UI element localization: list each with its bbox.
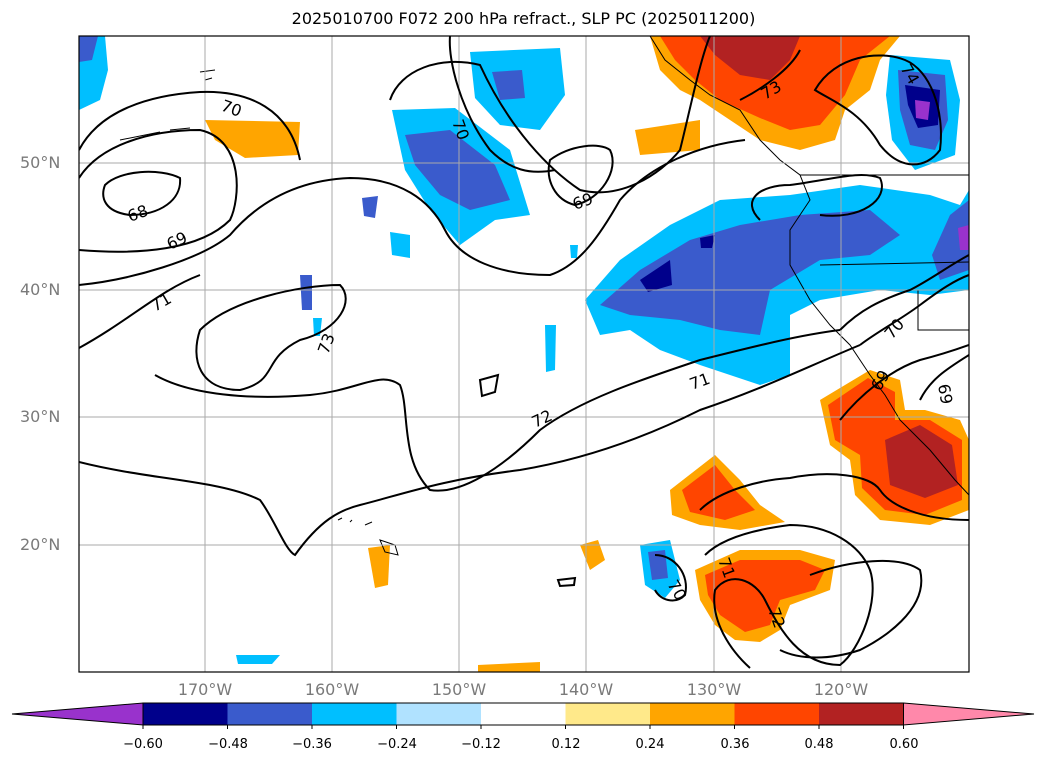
colorbar-segment bbox=[312, 703, 397, 725]
colorbar-tick-label: −0.36 bbox=[292, 737, 332, 752]
lon-label: 170°W bbox=[177, 680, 233, 699]
contour-label: 69 bbox=[934, 382, 956, 405]
slp-contours bbox=[79, 36, 969, 669]
anomaly-shading bbox=[79, 36, 969, 672]
warm-anomaly-ne-core bbox=[700, 36, 800, 80]
lon-label: 150°W bbox=[431, 680, 487, 699]
lon-label: 130°W bbox=[686, 680, 742, 699]
colorbar-extend-low bbox=[11, 702, 144, 726]
colorbar-segment bbox=[819, 703, 904, 725]
lat-label: 30°N bbox=[20, 407, 61, 426]
colorbar-tick-label: −0.60 bbox=[123, 737, 163, 752]
colorbar-segment bbox=[143, 703, 228, 725]
lon-label: 160°W bbox=[304, 680, 360, 699]
colorbar-tick-label: 0.12 bbox=[551, 737, 581, 752]
colorbar-tick-label: 0.24 bbox=[635, 737, 665, 752]
colorbar-tick-label: 0.60 bbox=[889, 737, 919, 752]
colorbar-tick-label: −0.24 bbox=[377, 737, 417, 752]
colorbar-segment bbox=[227, 703, 312, 725]
map-title: 2025010700 F072 200 hPa refract., SLP PC… bbox=[291, 9, 756, 28]
lon-label: 140°W bbox=[558, 680, 614, 699]
coastlines bbox=[119, 36, 969, 556]
lat-label: 20°N bbox=[20, 535, 61, 554]
lat-label: 40°N bbox=[20, 280, 61, 299]
colorbar-tick-label: −0.48 bbox=[208, 737, 248, 752]
colorbar-segment bbox=[650, 703, 735, 725]
colorbar-extend-high bbox=[903, 702, 1035, 726]
lon-label: 120°W bbox=[813, 680, 869, 699]
colorbar-segment bbox=[565, 703, 650, 725]
map-area: 70 70 68 69 69 71 73 72 71 73 74 70 69 6… bbox=[79, 36, 969, 672]
colorbar-segment bbox=[396, 703, 481, 725]
warm-anomaly-ne-inner bbox=[660, 36, 890, 130]
colorbar-frame bbox=[142, 702, 904, 726]
colorbar-tick-label: −0.12 bbox=[461, 737, 501, 752]
colorbar-segment bbox=[734, 703, 819, 725]
colorbar-segment bbox=[481, 703, 566, 725]
colorbar bbox=[11, 702, 1035, 729]
warm-anomaly-nw bbox=[205, 120, 300, 158]
lat-label: 50°N bbox=[20, 153, 61, 172]
map-frame bbox=[78, 35, 970, 673]
colorbar-tick-label: 0.48 bbox=[804, 737, 834, 752]
colorbar-tick-label: 0.36 bbox=[720, 737, 750, 752]
